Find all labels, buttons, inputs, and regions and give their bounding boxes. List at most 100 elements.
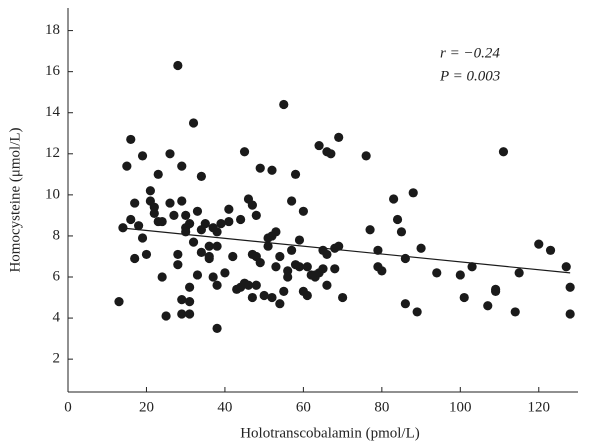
point bbox=[279, 99, 289, 110]
annotation: r = −0.24 bbox=[440, 45, 500, 61]
point bbox=[173, 60, 183, 71]
x-tick-label: 100 bbox=[449, 399, 472, 415]
point bbox=[185, 282, 195, 292]
point bbox=[326, 149, 336, 159]
point bbox=[373, 245, 383, 255]
point bbox=[247, 292, 257, 303]
point bbox=[283, 272, 293, 282]
point bbox=[267, 165, 277, 175]
point bbox=[361, 151, 371, 161]
point bbox=[200, 219, 210, 229]
point bbox=[290, 169, 301, 179]
y-tick-label: 16 bbox=[45, 63, 61, 79]
point bbox=[130, 198, 140, 208]
x-tick-label: 60 bbox=[296, 399, 311, 415]
point bbox=[188, 118, 199, 128]
point bbox=[177, 161, 187, 171]
point bbox=[377, 266, 387, 276]
point bbox=[239, 147, 250, 157]
point bbox=[279, 286, 289, 296]
point bbox=[169, 210, 179, 221]
point bbox=[208, 272, 218, 282]
point bbox=[330, 264, 340, 274]
x-tick-label: 20 bbox=[139, 399, 154, 415]
point bbox=[224, 204, 234, 214]
point bbox=[255, 258, 265, 268]
point bbox=[459, 292, 469, 303]
point bbox=[491, 286, 501, 296]
point bbox=[294, 235, 305, 245]
point bbox=[173, 249, 183, 260]
point bbox=[173, 260, 183, 270]
point bbox=[212, 241, 222, 251]
point bbox=[396, 227, 407, 237]
point bbox=[510, 307, 520, 317]
point bbox=[118, 223, 128, 233]
point bbox=[192, 270, 203, 280]
point bbox=[126, 134, 136, 145]
point bbox=[137, 233, 148, 243]
point bbox=[216, 219, 226, 229]
point bbox=[204, 241, 214, 251]
point bbox=[561, 262, 571, 272]
point bbox=[185, 219, 195, 229]
point bbox=[185, 309, 195, 319]
point bbox=[314, 140, 324, 151]
point bbox=[275, 251, 285, 262]
point bbox=[275, 299, 285, 309]
point bbox=[177, 309, 187, 319]
y-tick-label: 6 bbox=[53, 268, 61, 284]
point bbox=[181, 210, 191, 221]
x-tick-label: 40 bbox=[217, 399, 232, 415]
point bbox=[412, 307, 422, 317]
point bbox=[467, 262, 477, 272]
point bbox=[181, 227, 191, 237]
y-tick-label: 8 bbox=[53, 227, 61, 243]
point bbox=[565, 309, 575, 319]
y-tick-label: 10 bbox=[45, 186, 60, 202]
annotation: P = 0.003 bbox=[439, 68, 500, 84]
point bbox=[153, 169, 163, 179]
point bbox=[177, 196, 187, 206]
point bbox=[432, 268, 442, 278]
point bbox=[389, 194, 399, 204]
point bbox=[255, 163, 265, 173]
point bbox=[177, 294, 187, 305]
point bbox=[188, 237, 199, 247]
y-tick-label: 12 bbox=[45, 145, 60, 161]
point bbox=[220, 268, 230, 278]
point bbox=[122, 161, 132, 171]
point bbox=[126, 214, 136, 225]
point bbox=[137, 151, 148, 161]
y-tick-label: 14 bbox=[45, 104, 61, 120]
point bbox=[204, 253, 214, 264]
point bbox=[294, 262, 305, 272]
point bbox=[114, 297, 124, 307]
point bbox=[287, 196, 297, 206]
point bbox=[302, 290, 312, 301]
y-tick-label: 18 bbox=[45, 22, 60, 38]
point bbox=[263, 241, 273, 251]
point bbox=[196, 171, 206, 181]
point bbox=[251, 210, 261, 221]
x-tick-label: 80 bbox=[374, 399, 389, 415]
point bbox=[145, 186, 155, 196]
y-tick-label: 4 bbox=[53, 310, 61, 326]
point bbox=[334, 241, 344, 251]
point bbox=[416, 243, 426, 253]
point bbox=[192, 206, 203, 216]
point bbox=[392, 214, 403, 225]
point bbox=[212, 323, 222, 333]
point bbox=[243, 280, 254, 290]
point bbox=[185, 297, 195, 307]
point bbox=[483, 301, 493, 311]
x-tick-label: 0 bbox=[64, 399, 72, 415]
point bbox=[302, 262, 312, 272]
point bbox=[545, 245, 556, 255]
point bbox=[287, 245, 297, 255]
point bbox=[224, 216, 234, 227]
point bbox=[251, 280, 261, 290]
point bbox=[212, 280, 222, 290]
trend-line bbox=[118, 227, 571, 274]
point bbox=[400, 253, 410, 264]
